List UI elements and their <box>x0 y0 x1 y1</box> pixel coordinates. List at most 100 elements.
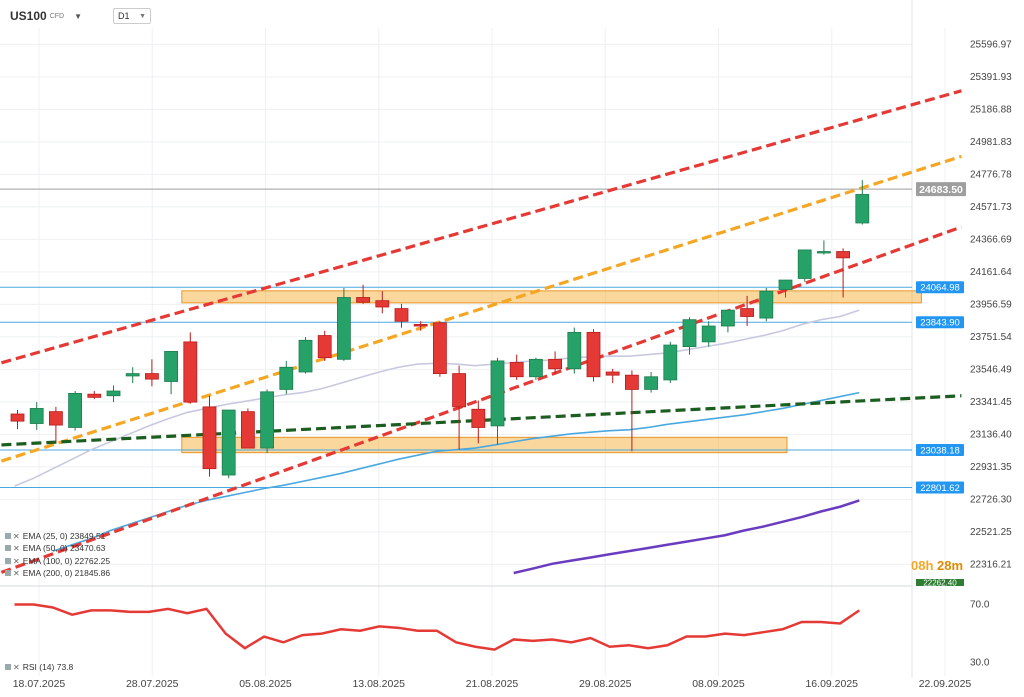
candle-body <box>548 358 562 370</box>
settings-icon[interactable] <box>5 558 11 564</box>
legend-label: EMA (200, 0) 21845.86 <box>22 568 111 578</box>
symbol-selector[interactable]: US100 CFD ▼ <box>10 8 82 24</box>
candle-body <box>759 290 774 319</box>
legend-ema-25[interactable]: ✕ EMA (25, 0) 23849.51 <box>5 531 105 541</box>
grid <box>0 0 946 678</box>
close-icon[interactable]: ✕ <box>13 543 20 553</box>
legend-ema-50[interactable]: ✕ EMA (50, 0) 23470.63 <box>5 543 105 553</box>
candle-body <box>164 350 179 382</box>
level-tag <box>916 281 964 294</box>
candle-body <box>49 411 63 426</box>
chevron-down-icon: ▼ <box>139 12 146 20</box>
settings-icon[interactable] <box>5 533 11 539</box>
candle-body <box>10 413 25 422</box>
candle-body <box>375 300 390 308</box>
candle-body <box>625 374 639 390</box>
chevron-down-icon: ▼ <box>74 11 83 21</box>
candle-body <box>529 358 543 378</box>
candle-body <box>817 251 831 254</box>
candle-body <box>490 360 505 427</box>
x-tick-label: 21.08.2025 <box>466 678 519 690</box>
x-tick-label: 05.08.2025 <box>239 678 292 690</box>
candle-body <box>125 373 140 377</box>
candle-body <box>855 194 870 224</box>
level-tag-label: 24064.98 <box>920 283 960 294</box>
trendline-channel-middle <box>0 154 962 463</box>
candle-body <box>298 339 313 373</box>
current-price-tag <box>916 182 966 197</box>
rsi-tick-label: 70.0 <box>970 600 990 611</box>
y-tick-label: 23341.45 <box>970 397 1012 408</box>
candle-body <box>452 373 467 408</box>
y-tick-label: 24366.69 <box>970 234 1012 245</box>
y-tick-label: 24776.78 <box>970 169 1012 180</box>
legend-label: EMA (25, 0) 23849.51 <box>22 531 106 541</box>
candle-body <box>432 322 447 374</box>
countdown-hours-unit: h <box>925 558 934 573</box>
level-tag <box>916 316 964 329</box>
x-tick-label: 18.07.2025 <box>13 678 66 690</box>
candle-body <box>202 406 217 470</box>
candle-body <box>721 309 735 327</box>
candle-body <box>701 325 716 343</box>
y-tick-label: 23956.59 <box>970 299 1012 310</box>
timeframe-value: D1 <box>118 11 130 21</box>
candle-body <box>567 331 582 370</box>
zone-rect <box>181 436 788 454</box>
candle-body <box>144 373 159 380</box>
candle-body <box>106 390 121 397</box>
candle-body <box>221 409 236 476</box>
candle-body <box>279 366 294 390</box>
support-resistance-zones <box>181 290 922 454</box>
x-tick-label: 29.08.2025 <box>579 678 632 690</box>
close-icon[interactable]: ✕ <box>13 662 20 672</box>
y-tick-label: 24571.73 <box>970 202 1012 213</box>
y-tick-label: 23751.54 <box>970 332 1012 343</box>
level-tag <box>916 481 964 494</box>
legend-rsi[interactable]: ✕ RSI (14) 73.8 <box>5 662 73 672</box>
legend-ema-200[interactable]: ✕ EMA (200, 0) 21845.86 <box>5 568 110 578</box>
candle-body <box>356 297 371 303</box>
ema200-tag <box>916 579 964 586</box>
close-icon[interactable]: ✕ <box>13 568 20 578</box>
symbol-name: US100 <box>10 9 47 23</box>
settings-icon[interactable] <box>5 545 11 551</box>
instrument-type: CFD <box>49 12 65 20</box>
candle-body <box>740 308 754 317</box>
price-axis[interactable]: 25596.97 25391.93 25186.88 24981.83 24776.78… <box>916 39 1012 669</box>
candle-body <box>413 324 428 327</box>
candle-body <box>586 331 601 378</box>
y-tick-label: 25391.93 <box>970 72 1012 83</box>
candle-body <box>87 393 102 398</box>
time-axis[interactable]: 18.07.2025 28.07.2025 05.08.2025 13.08.2025… <box>13 678 972 690</box>
candles <box>10 180 870 479</box>
legend-ema-100[interactable]: ✕ EMA (100, 0) 22762.25 <box>5 556 110 566</box>
y-tick-label: 22931.35 <box>970 462 1012 473</box>
candle-body <box>336 297 351 360</box>
rsi-panel <box>14 603 861 651</box>
close-icon[interactable]: ✕ <box>13 531 20 541</box>
level-tag-label: 23038.18 <box>920 445 960 456</box>
x-tick-label: 28.07.2025 <box>126 678 179 690</box>
y-tick-label: 23546.49 <box>970 364 1012 375</box>
x-tick-label: 16.09.2025 <box>805 678 858 690</box>
candle-body <box>778 279 793 290</box>
level-tag-label: 23843.90 <box>920 318 960 329</box>
settings-icon[interactable] <box>5 664 11 670</box>
candle-body <box>797 249 812 279</box>
trendline-channel-upper <box>0 89 962 365</box>
y-tick-label: 22726.30 <box>970 494 1012 505</box>
y-tick-label: 24161.64 <box>970 267 1012 278</box>
legend-label: EMA (50, 0) 23470.63 <box>22 543 106 553</box>
candle-body <box>29 408 44 424</box>
settings-icon[interactable] <box>5 570 11 576</box>
level-tag <box>916 443 964 456</box>
countdown-minutes-unit: m <box>951 558 964 573</box>
candle-body <box>836 251 850 259</box>
candle-body <box>394 308 409 322</box>
y-tick-label: 25596.97 <box>970 39 1012 50</box>
candle-body <box>471 408 486 428</box>
timeframe-selector[interactable]: D1 ▼ <box>113 8 151 24</box>
close-icon[interactable]: ✕ <box>13 556 20 566</box>
